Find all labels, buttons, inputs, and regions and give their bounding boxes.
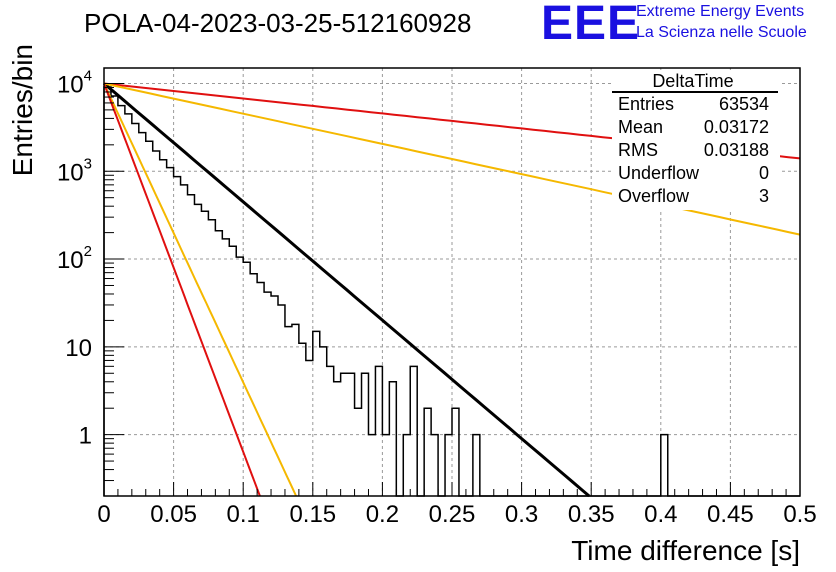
stats-value: 0.03172	[704, 117, 769, 137]
fit-line-fit	[103, 82, 591, 498]
fit-line-lower-orange	[103, 83, 298, 497]
logo-text-line1: Extreme Energy Events	[636, 3, 805, 20]
stats-value: 3	[759, 186, 769, 206]
stats-label: Underflow	[618, 163, 700, 183]
x-tick-label: 0.05	[150, 501, 197, 528]
y-axis-title: Entries/bin	[7, 44, 38, 176]
eee-logo: EEE	[541, 0, 641, 50]
x-tick-labels: 0 0.05 0.1 0.15 0.2 0.25 0.3 0.35 0.4 0.45 0.5	[97, 501, 816, 528]
y-tick-label: 10	[65, 335, 92, 362]
stats-box-rows: Entries 63534 Mean 0.03172 RMS 0.03188Underfl…	[618, 94, 769, 206]
y-tick-label: 104	[57, 67, 92, 98]
stats-label: RMS	[618, 140, 658, 160]
y-tick-labels: 1 10 102 103 104	[57, 67, 92, 449]
stats-value: 0	[759, 163, 769, 183]
x-tick-label: 0.2	[366, 501, 399, 528]
fit-line-lower-red	[103, 83, 261, 497]
x-axis-title: Time difference [s]	[571, 535, 800, 566]
x-tick-label: 0.15	[289, 501, 336, 528]
stats-box-title: DeltaTime	[652, 71, 733, 91]
x-tick-label: 0	[97, 501, 110, 528]
y-tick-label: 103	[57, 155, 92, 186]
axis-ticks	[103, 82, 801, 497]
x-tick-label: 0.25	[429, 501, 476, 528]
x-tick-label: 0.3	[505, 501, 538, 528]
logo-text-line2: La Scienza nelle Scuole	[636, 24, 807, 41]
stats-box-background	[612, 70, 780, 210]
stats-label: Entries	[618, 94, 674, 114]
x-tick-label: 0.45	[707, 501, 754, 528]
x-tick-label: 0.1	[227, 501, 260, 528]
stats-value: 63534	[719, 94, 769, 114]
stats-label: Overflow	[618, 186, 690, 206]
stats-label: Mean	[618, 117, 663, 137]
chart-title: POLA-04-2023-03-25-512160928	[84, 8, 472, 38]
stats-box: DeltaTime Entries 63534 Mean 0.03172 RMS 0.03…	[612, 70, 780, 210]
y-tick-label: 102	[57, 243, 92, 274]
x-tick-label: 0.35	[568, 501, 615, 528]
x-tick-label: 0.5	[783, 501, 816, 528]
y-tick-label: 1	[79, 423, 92, 450]
x-tick-label: 0.4	[644, 501, 677, 528]
stats-value: 0.03188	[704, 140, 769, 160]
